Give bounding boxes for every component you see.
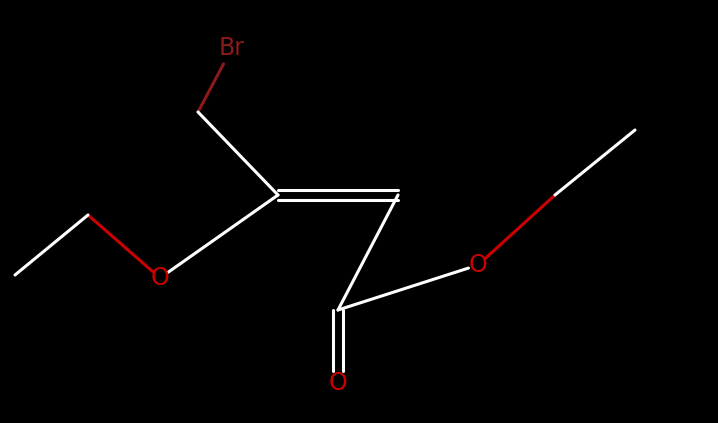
- Text: O: O: [329, 371, 348, 395]
- Text: O: O: [151, 266, 169, 290]
- Text: Br: Br: [219, 36, 245, 60]
- Text: O: O: [469, 253, 488, 277]
